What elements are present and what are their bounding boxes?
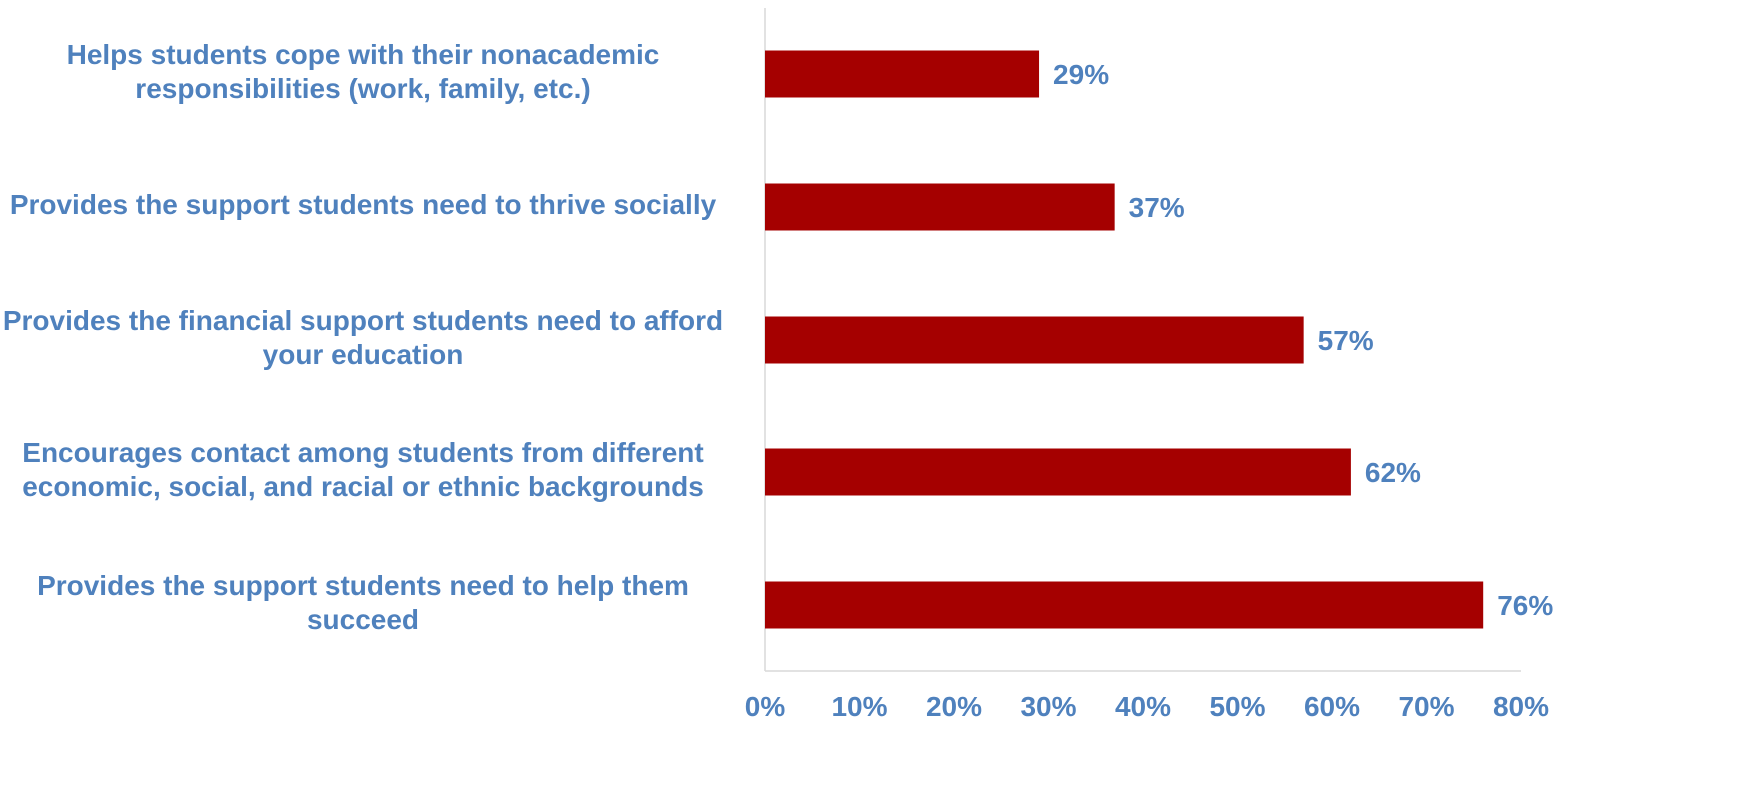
x-tick-label: 0% bbox=[745, 691, 786, 722]
category-label-line: your education bbox=[262, 339, 464, 370]
bar bbox=[765, 183, 1115, 231]
category-label: Provides the support students need to he… bbox=[0, 569, 743, 637]
x-tick-label: 50% bbox=[1209, 691, 1265, 722]
value-label: 29% bbox=[1053, 59, 1109, 90]
category-label: Provides the financial support students … bbox=[0, 304, 743, 372]
x-tick-label: 60% bbox=[1304, 691, 1360, 722]
category-label-line: Encourages contact among students from d… bbox=[22, 437, 704, 468]
x-tick-label: 30% bbox=[1020, 691, 1076, 722]
bar bbox=[765, 50, 1040, 98]
x-tick-label: 70% bbox=[1398, 691, 1454, 722]
value-label: 76% bbox=[1497, 590, 1553, 621]
bar bbox=[765, 316, 1304, 364]
category-label-line: Provides the financial support students … bbox=[2, 305, 724, 336]
category-label: Encourages contact among students from d… bbox=[0, 436, 743, 504]
x-tick-label: 20% bbox=[926, 691, 982, 722]
category-label-line: Provides the support students need to he… bbox=[37, 570, 689, 601]
category-label-line: succeed bbox=[306, 604, 420, 635]
category-label: Helps students cope with their nonacadem… bbox=[0, 38, 743, 106]
category-label-line: Helps students cope with their nonacadem… bbox=[66, 39, 660, 70]
x-tick-label: 80% bbox=[1493, 691, 1549, 722]
value-label: 57% bbox=[1318, 325, 1374, 356]
bar bbox=[765, 581, 1484, 629]
value-label: 37% bbox=[1129, 192, 1185, 223]
category-label: Provides the support students need to th… bbox=[0, 188, 743, 222]
x-tick-label: 10% bbox=[831, 691, 887, 722]
category-label-line: economic, social, and racial or ethnic b… bbox=[22, 471, 704, 502]
value-label: 62% bbox=[1365, 457, 1421, 488]
bar bbox=[765, 448, 1351, 496]
category-label-line: responsibilities (work, family, etc.) bbox=[135, 73, 591, 104]
x-tick-label: 40% bbox=[1115, 691, 1171, 722]
category-label-line: Provides the support students need to th… bbox=[9, 189, 717, 220]
